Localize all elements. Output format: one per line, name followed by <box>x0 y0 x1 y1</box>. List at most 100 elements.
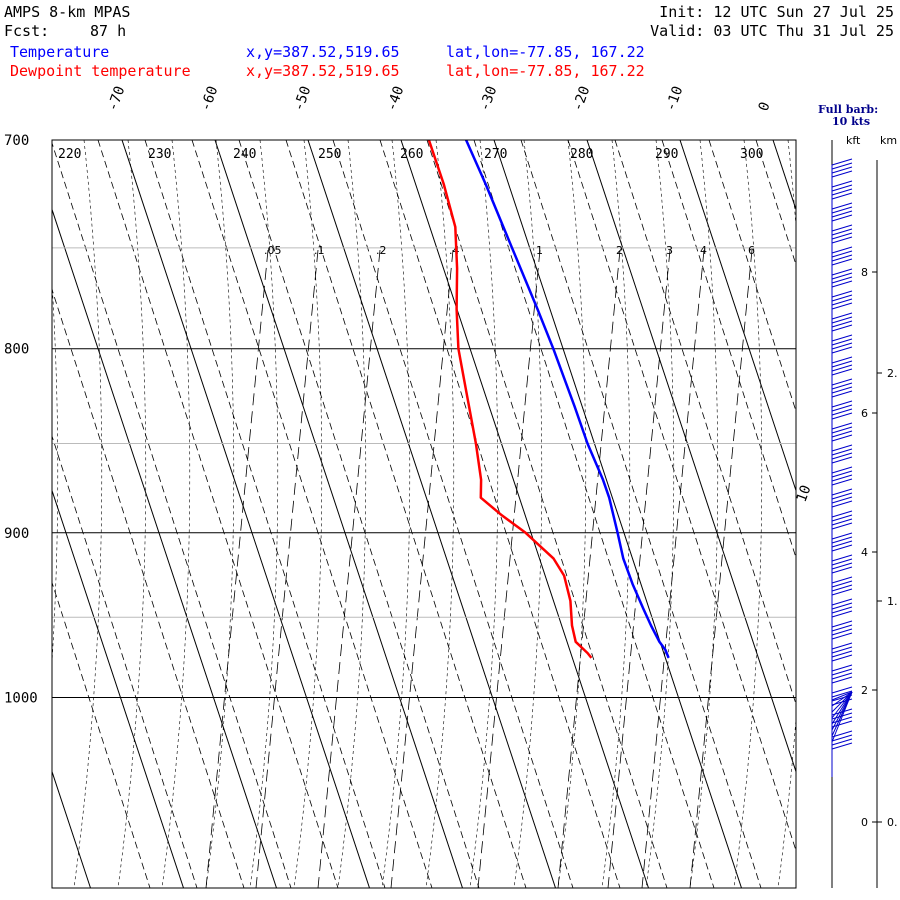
moist-adiabat-line <box>425 140 455 888</box>
isotherm-line <box>307 140 556 888</box>
isotherm-tick-label: -50 <box>291 84 315 113</box>
moist-adiabat-line <box>337 140 367 888</box>
isotherm-tick-label: -20 <box>570 84 594 113</box>
wind-barb-low <box>831 691 853 719</box>
init-time: Init: 12 UTC Sun 27 Jul 25 <box>659 3 894 21</box>
dry-adiabat-line <box>661 140 796 559</box>
dry-adiabat-line <box>473 140 715 888</box>
isotherm-line <box>52 207 277 888</box>
barb-header-line1: Full barb: <box>818 103 878 116</box>
mixing-ratio-line <box>205 249 269 888</box>
moist-adiabat-line <box>52 278 59 667</box>
kft-label: 6 <box>861 407 868 420</box>
dry-adiabat-label: 240 <box>233 147 256 162</box>
dry-adiabat-line <box>97 140 339 888</box>
isotherm-tick-label: -70 <box>105 84 129 113</box>
mixing-ratio-line <box>641 249 705 888</box>
wind-barb <box>831 598 853 645</box>
pressure-tick-label: 700 <box>4 133 29 149</box>
dry-adiabat-label: 230 <box>148 147 171 162</box>
dry-adiabat-line <box>52 434 198 888</box>
isotherm-line <box>586 140 796 774</box>
moist-adiabat-line <box>513 140 543 888</box>
isotherm-line <box>52 488 184 888</box>
background-labels: .05 .1 .2 .4 1 2 3 4 6 220 230 240 250 260 270 280 290 30… <box>58 147 763 257</box>
wind-barb-low <box>831 691 853 713</box>
wind-barb-panel: Full barb: 10 kts kft km 8 6 4 2 0 2. 1. 0. <box>818 103 898 888</box>
moist-adiabat-line <box>733 140 763 888</box>
isotherm-line <box>772 140 796 212</box>
moist-adiabat-line <box>866 140 894 888</box>
moist-adiabat-line <box>73 140 103 888</box>
mixing-ratio-line <box>689 249 753 888</box>
mixing-ratio-line <box>390 249 454 888</box>
dry-adiabat-label: 260 <box>400 147 423 162</box>
barb-kft-label: kft <box>846 134 861 147</box>
moist-adiabat-line <box>469 140 499 888</box>
kft-label: 2 <box>861 684 868 697</box>
legend-dewpoint-xy: x,y=387.52,519.65 <box>246 62 400 80</box>
mixing-ratio-line <box>317 249 381 888</box>
moist-adiabat-line <box>557 140 587 888</box>
dewpoint-profile <box>427 140 593 659</box>
moist-adiabat-line <box>689 140 719 888</box>
isotherm-line <box>52 770 91 888</box>
dry-adiabat-line <box>52 288 245 888</box>
isotherm-right-label: 10 <box>794 483 815 504</box>
mixing-ratio-label: .1 <box>314 244 325 257</box>
isotherm-line <box>214 140 463 888</box>
barb-km-label: km <box>880 134 897 147</box>
dry-adiabat-line <box>426 140 668 888</box>
valid-time: Valid: 03 UTC Thu 31 Jul 25 <box>650 22 894 40</box>
km-label: 1. <box>887 595 898 608</box>
dry-adiabat-line <box>567 140 796 852</box>
header: AMPS 8-km MPAS Fcst: 87 h Init: 12 UTC S… <box>0 0 900 80</box>
model-name: AMPS 8-km MPAS <box>4 3 131 21</box>
dry-adiabat-line <box>614 140 796 706</box>
moist-adiabat-line <box>117 140 147 888</box>
dry-adiabat-label: 290 <box>655 147 678 162</box>
plot-frame <box>51 139 797 889</box>
mixing-ratio-line <box>255 249 319 888</box>
mixing-ratio-label: 3 <box>666 244 673 257</box>
dry-adiabat-line <box>238 140 480 888</box>
isotherm-line <box>493 140 742 888</box>
isotherm-line <box>121 140 370 888</box>
dry-adiabat-line <box>520 140 762 888</box>
kft-label: 8 <box>861 266 868 279</box>
legend-temperature-name: Temperature <box>10 43 110 61</box>
dry-adiabat-line <box>708 140 796 413</box>
moist-adiabat-line <box>161 140 191 888</box>
kft-label: 4 <box>861 546 868 559</box>
wind-barb <box>831 730 853 777</box>
isotherm-line <box>400 140 649 888</box>
mixing-ratio-label: 6 <box>748 244 755 257</box>
wind-barb <box>831 268 853 315</box>
dry-adiabat-line <box>379 140 621 888</box>
mixing-ratio-label: .2 <box>376 244 387 257</box>
kft-label: 0 <box>861 816 868 829</box>
temperature-profile <box>464 140 670 659</box>
isotherm-line <box>866 140 900 888</box>
barb-header-line2: 10 kts <box>832 115 870 128</box>
km-label: 0. <box>887 816 898 829</box>
moist-adiabat-line <box>293 140 323 888</box>
profiles <box>427 140 670 659</box>
mixing-ratio-line <box>607 249 671 888</box>
mixing-ratio-label: .4 <box>449 244 460 257</box>
dry-adiabat-line <box>144 140 386 888</box>
mixing-ratio-label: 1 <box>536 244 543 257</box>
legend-temperature-xy: x,y=387.52,519.65 <box>246 43 400 61</box>
dry-adiabat-line <box>52 581 151 888</box>
pressure-tick-label: 900 <box>4 526 29 542</box>
dry-adiabat-label: 250 <box>318 147 341 162</box>
moist-adiabat-line <box>205 140 235 888</box>
legend-dewpoint-latlon: lat,lon=-77.85, 167.22 <box>446 62 645 80</box>
legend-dewpoint-name: Dewpoint temperature <box>10 62 191 80</box>
dry-adiabat-line <box>52 141 292 888</box>
dry-adiabat-line <box>803 140 900 888</box>
dry-adiabat-line <box>755 140 796 266</box>
isotherm-tick-label: 0 <box>756 100 774 113</box>
mixing-ratio-label: 4 <box>700 244 707 257</box>
